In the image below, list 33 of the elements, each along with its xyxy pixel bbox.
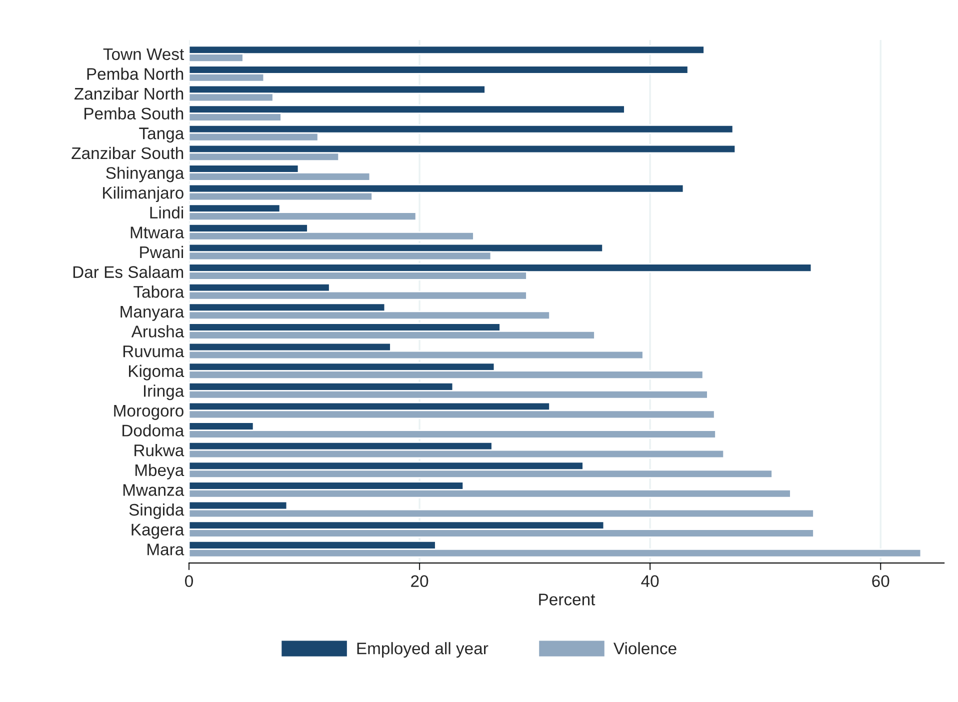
y-tick-label: Rukwa [134,444,184,456]
legend-label: Violence [613,642,676,654]
y-tick-label: Morogoro [114,405,184,420]
y-tick-label: Mtwara [130,226,184,238]
y-tick-label: Zanzibar South [72,146,184,160]
y-tick-label: Pemba South [84,107,184,120]
y-tick-label: Pwani [140,246,184,258]
y-tick-label: Kigoma [129,364,184,380]
y-tick-label: Town West [103,48,184,60]
y-tick-label: Dar Es Salaam [73,266,184,278]
y-tick-label: Shinyanga [106,166,184,182]
legend-label: Employed all year [357,642,488,658]
y-tick-label: Tanga [139,128,184,143]
y-tick-label: Tabora [134,286,184,298]
x-axis-title: Percent [539,594,596,606]
y-tick-label: Kagera [132,524,184,539]
y-tick-label: Kilimanjaro [103,186,184,202]
y-tick-label: Mara [148,544,184,556]
y-tick-label: Iringa [144,384,184,400]
y-tick-label: Arusha [131,325,184,338]
y-tick-label: Zanzibar North [74,87,184,100]
x-tick-label: 40 [641,575,659,588]
y-tick-label: Manyara [120,306,184,321]
y-tick-label: Dodoma [122,424,184,436]
x-tick-label: 20 [411,575,428,588]
y-tick-label: Singida [129,503,184,520]
y-tick-label: Mbeya [135,464,184,480]
y-tick-label: Lindi [150,206,184,219]
x-tick-label: 60 [872,575,890,588]
x-tick-label: 0 [185,575,193,588]
y-tick-label: Pemba North [87,68,184,80]
y-tick-label: Ruvuma [123,346,184,358]
y-tick-label: Mwanza [123,484,184,496]
